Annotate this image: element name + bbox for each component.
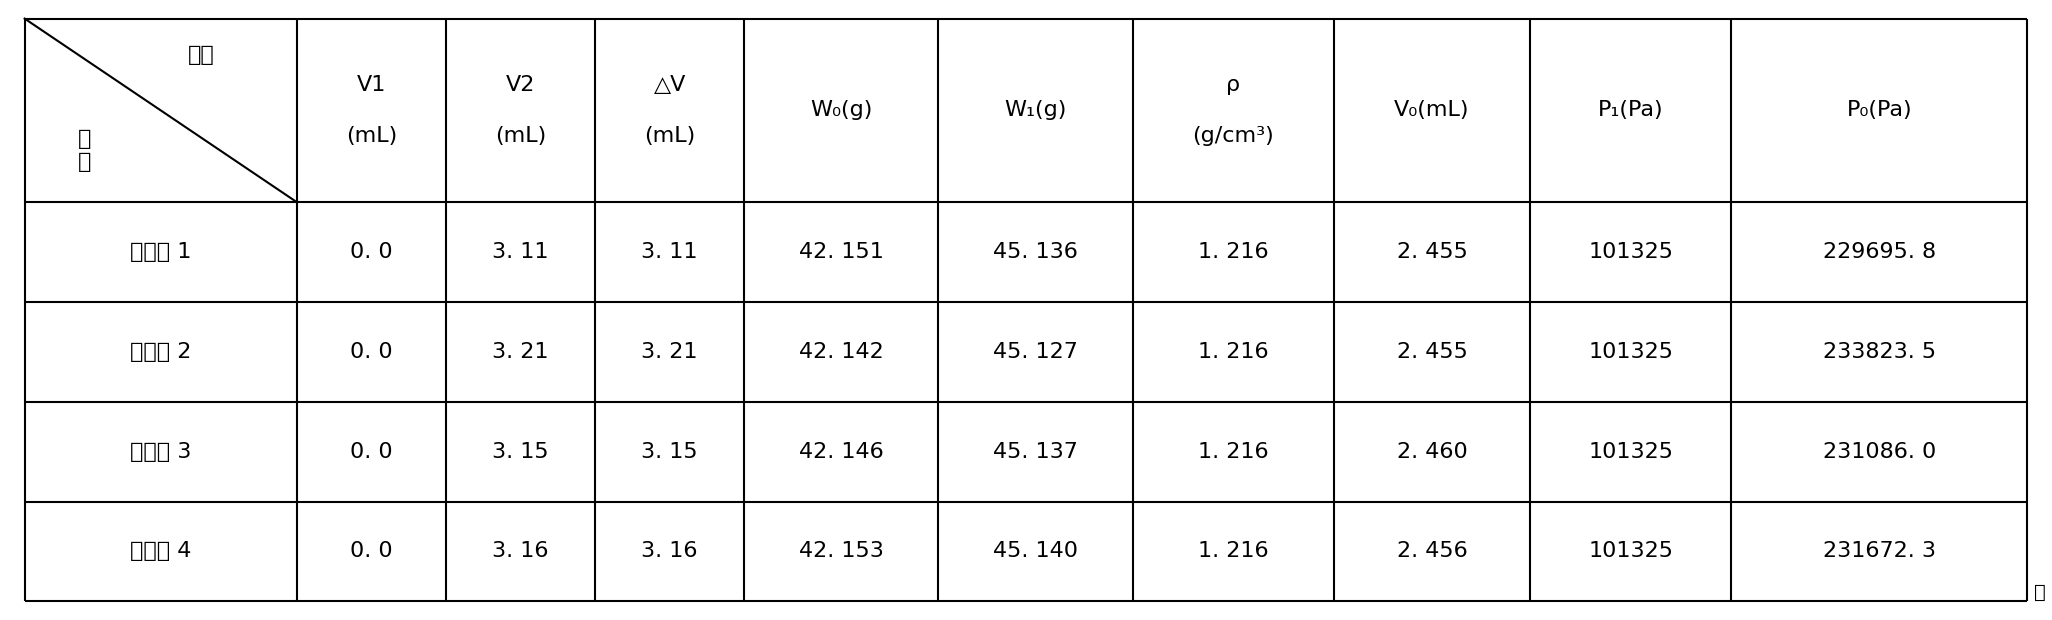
Text: P₀(Pa): P₀(Pa) [1847,100,1912,120]
Text: ρ: ρ [1227,74,1239,95]
Text: 1. 216: 1. 216 [1198,242,1268,262]
Text: △V: △V [653,74,685,95]
Text: (mL): (mL) [495,126,546,146]
Text: 2. 460: 2. 460 [1397,441,1467,462]
Text: 233823. 5: 233823. 5 [1822,342,1935,362]
Text: (mL): (mL) [644,126,696,146]
Text: 0. 0: 0. 0 [351,342,392,362]
Text: 3. 11: 3. 11 [492,242,548,262]
Text: 42. 146: 42. 146 [798,441,884,462]
Text: 实施例 2: 实施例 2 [129,342,191,362]
Text: 231086. 0: 231086. 0 [1822,441,1935,462]
Text: 3. 21: 3. 21 [492,342,548,362]
Text: 0. 0: 0. 0 [351,242,392,262]
Text: V1: V1 [357,74,386,95]
Text: 2. 456: 2. 456 [1397,541,1467,562]
Text: W₀(g): W₀(g) [811,100,872,120]
Text: 2. 455: 2. 455 [1397,342,1467,362]
Text: 2. 455: 2. 455 [1397,242,1467,262]
Text: 0. 0: 0. 0 [351,441,392,462]
Text: (g/cm³): (g/cm³) [1192,126,1274,146]
Text: 3. 11: 3. 11 [642,242,698,262]
Text: 101325: 101325 [1588,342,1672,362]
Text: 参
数: 参 数 [78,129,90,172]
Text: W₁(g): W₁(g) [1003,100,1067,120]
Text: 实施例 4: 实施例 4 [129,541,191,562]
Text: 45. 137: 45. 137 [993,441,1077,462]
Text: 1. 216: 1. 216 [1198,342,1268,362]
Text: 实施例 3: 实施例 3 [129,441,191,462]
Text: 101325: 101325 [1588,441,1672,462]
Text: 1. 216: 1. 216 [1198,541,1268,562]
Text: 42. 151: 42. 151 [798,242,884,262]
Text: V2: V2 [507,74,536,95]
Text: 0. 0: 0. 0 [351,541,392,562]
Text: 45. 136: 45. 136 [993,242,1077,262]
Text: V₀(mL): V₀(mL) [1393,100,1469,120]
Text: 1. 216: 1. 216 [1198,441,1268,462]
Text: 实施例 1: 实施例 1 [129,242,191,262]
Text: 229695. 8: 229695. 8 [1822,242,1935,262]
Text: (mL): (mL) [347,126,396,146]
Text: 45. 140: 45. 140 [993,541,1077,562]
Text: 231672. 3: 231672. 3 [1822,541,1935,562]
Text: 。: 。 [2034,583,2046,601]
Text: 42. 153: 42. 153 [798,541,884,562]
Text: 101325: 101325 [1588,541,1672,562]
Text: 3. 21: 3. 21 [642,342,698,362]
Text: 项目: 项目 [189,45,215,65]
Text: 42. 142: 42. 142 [798,342,884,362]
Text: 101325: 101325 [1588,242,1672,262]
Text: 3. 16: 3. 16 [642,541,698,562]
Text: 3. 15: 3. 15 [642,441,698,462]
Text: P₁(Pa): P₁(Pa) [1599,100,1664,120]
Text: 3. 15: 3. 15 [492,441,548,462]
Text: 45. 127: 45. 127 [993,342,1077,362]
Text: 3. 16: 3. 16 [492,541,548,562]
